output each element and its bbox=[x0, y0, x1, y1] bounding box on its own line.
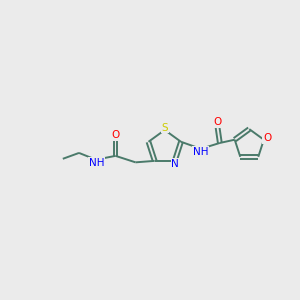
Text: NH: NH bbox=[193, 147, 208, 157]
Text: O: O bbox=[111, 130, 120, 140]
Text: NH: NH bbox=[89, 158, 104, 168]
Text: O: O bbox=[213, 117, 222, 127]
Text: O: O bbox=[263, 133, 272, 143]
Text: S: S bbox=[161, 123, 168, 133]
Text: N: N bbox=[172, 159, 179, 169]
